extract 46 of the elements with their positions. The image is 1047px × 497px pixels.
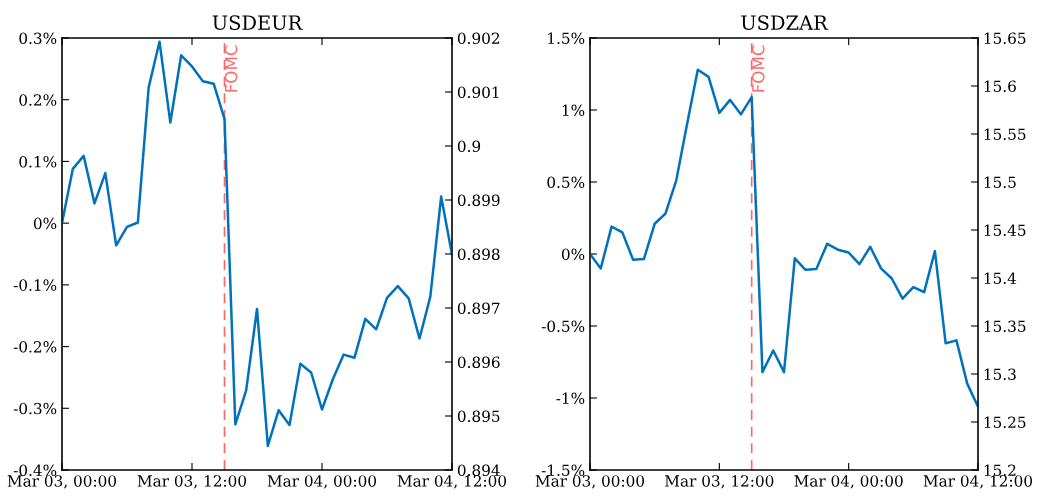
y-tick-label: 1% xyxy=(562,104,585,117)
y2-tick-label: 15.6 xyxy=(984,80,1016,93)
y2-tick-label: 15.65 xyxy=(984,32,1026,45)
y2-tick-label: 15.35 xyxy=(984,320,1026,333)
chart-title: USDEUR xyxy=(212,15,303,30)
y2-tick-label: 0.896 xyxy=(457,356,500,369)
y-tick-label: 0.3% xyxy=(19,32,57,45)
y2-tick-label: 0.902 xyxy=(457,32,500,45)
y2-tick-label: 0.898 xyxy=(457,248,500,261)
y-tick-label: -0.1% xyxy=(13,279,57,291)
y2-tick-label: 15.4 xyxy=(984,272,1017,285)
y-tick-label: -0.2% xyxy=(13,341,57,353)
y-tick-label: 0.5% xyxy=(547,176,585,189)
y2-tick-label: 0.894 xyxy=(457,464,500,477)
y-tick-label: -0.5% xyxy=(541,320,585,333)
y-tick-label: 1.5% xyxy=(548,32,585,45)
x-tick-label: Mar 03, 12:00 xyxy=(665,475,774,489)
x-tick-label: Mar 04, 12:00 xyxy=(923,475,1033,489)
y2-tick-label: 15.55 xyxy=(984,128,1026,141)
y-tick-label: -0.3% xyxy=(13,402,57,415)
ref-line-label: FOMC xyxy=(751,45,765,92)
y2-tick-label: 15.25 xyxy=(984,416,1026,429)
y-tick-label: -1.5% xyxy=(541,464,585,477)
y-tick-label: -0.4% xyxy=(13,464,57,477)
y2-tick-label: 0.901 xyxy=(457,86,499,99)
y-tick-label: 0% xyxy=(33,217,57,230)
x-tick-label: Mar 04, 00:00 xyxy=(794,475,903,489)
x-tick-label: Mar 03, 12:00 xyxy=(137,475,247,489)
y2-tick-label: 15.3 xyxy=(984,368,1016,381)
y2-tick-label: 0.897 xyxy=(457,302,500,315)
x-tick-label: Mar 03, 00:00 xyxy=(7,475,117,489)
y-tick-label: 0.2% xyxy=(19,94,57,106)
y2-tick-label: 15.5 xyxy=(984,176,1016,189)
y2-tick-label: 0.895 xyxy=(457,410,500,423)
y-tick-label: 0.1% xyxy=(19,155,57,168)
y2-tick-label: 0.899 xyxy=(457,194,500,207)
x-tick-label: Mar 04, 00:00 xyxy=(267,475,377,489)
y2-tick-label: 0.9 xyxy=(457,140,481,153)
ref-line-label: FOMC xyxy=(224,45,238,92)
chart-title: USDZAR xyxy=(741,15,829,30)
y-tick-label: 0% xyxy=(561,248,585,261)
y2-tick-label: 15.45 xyxy=(984,224,1026,237)
y-tick-label: -1% xyxy=(556,392,585,405)
y2-tick-label: 15.2 xyxy=(984,464,1016,477)
x-tick-label: Mar 03, 00:00 xyxy=(535,475,645,489)
x-tick-label: Mar 04, 12:00 xyxy=(397,475,507,489)
